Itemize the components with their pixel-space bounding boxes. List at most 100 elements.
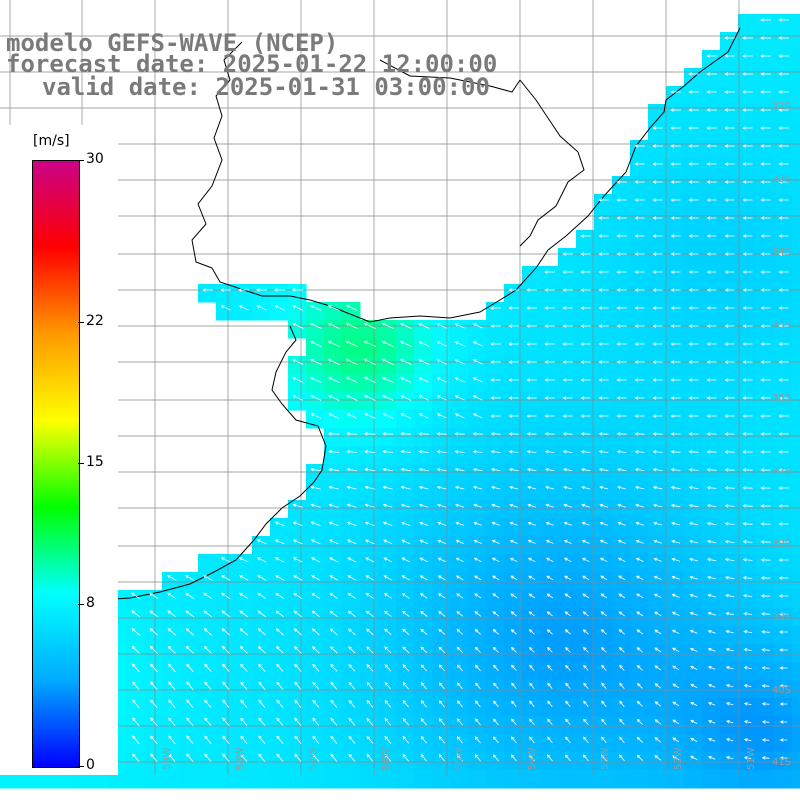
wind-speed-cell: [288, 770, 307, 789]
wind-arrow: [258, 681, 266, 691]
wind-speed-cell: [540, 410, 559, 429]
wind-arrow: [474, 664, 481, 672]
wind-arrow: [363, 394, 376, 401]
wind-arrow: [310, 521, 321, 527]
wind-arrow: [598, 414, 609, 418]
wind-arrow: [724, 360, 735, 364]
wind-speed-cell: [792, 356, 800, 375]
wind-speed-cell: [774, 536, 793, 555]
wind-arrow: [420, 736, 428, 744]
wind-arrow: [688, 180, 699, 184]
wind-speed-cell: [774, 410, 793, 429]
wind-speed-cell: [378, 320, 397, 339]
wind-arrow: [168, 717, 176, 727]
wind-speed-cell: [342, 446, 361, 465]
wind-arrow: [742, 540, 753, 544]
wind-speed-cell: [234, 734, 253, 753]
wind-arrow: [132, 717, 140, 727]
wind-arrow: [706, 396, 717, 400]
wind-arrow: [725, 647, 734, 652]
wind-arrow: [706, 360, 717, 364]
latitude-label: 35S: [772, 320, 792, 331]
wind-speed-cell: [522, 752, 541, 771]
wind-arrow: [258, 699, 266, 709]
wind-speed-cell: [450, 734, 469, 753]
wind-speed-cell: [198, 770, 217, 789]
wind-speed-cell: [720, 302, 739, 321]
wind-arrow: [330, 664, 338, 672]
wind-arrow: [670, 360, 681, 364]
wind-speed-cell: [576, 320, 595, 339]
wind-arrow: [706, 108, 717, 112]
wind-arrow: [652, 126, 663, 130]
wind-arrow: [743, 648, 752, 652]
wind-arrow: [312, 753, 320, 762]
wind-arrow: [760, 378, 771, 382]
wind-speed-cell: [774, 572, 793, 591]
wind-speed-cell: [630, 302, 649, 321]
wind-speed-cell: [666, 194, 685, 213]
wind-arrow: [328, 413, 340, 419]
wind-speed-cell: [792, 248, 800, 267]
wind-speed-cell: [684, 644, 703, 663]
wind-speed-cell: [720, 464, 739, 483]
wind-speed-cell: [648, 158, 667, 177]
wind-arrow: [778, 396, 789, 400]
wind-arrow: [742, 90, 753, 94]
wind-arrow: [761, 684, 770, 688]
wind-speed-cell: [324, 608, 343, 627]
wind-arrow: [707, 593, 716, 598]
longitude-label: 55W: [454, 747, 465, 770]
wind-speed-cell: [720, 392, 739, 411]
wind-arrow: [276, 681, 284, 690]
wind-speed-cell: [342, 410, 361, 429]
wind-speed-cell: [486, 590, 505, 609]
wind-speed-cell: [540, 680, 559, 699]
wind-speed-cell: [720, 356, 739, 375]
wind-speed-cell: [486, 428, 505, 447]
wind-speed-cell: [342, 464, 361, 483]
wind-speed-cell: [342, 608, 361, 627]
wind-speed-cell: [378, 752, 397, 771]
longitude-label: 59W: [162, 747, 173, 770]
wind-speed-cell: [396, 410, 415, 429]
wind-speed-cell: [324, 662, 343, 681]
wind-arrow: [381, 340, 394, 347]
wind-speed-cell: [774, 68, 793, 87]
wind-speed-cell: [684, 770, 703, 789]
wind-speed-cell: [234, 698, 253, 717]
wind-speed-cell: [576, 356, 595, 375]
wind-speed-cell: [612, 644, 631, 663]
wind-speed-cell: [576, 608, 595, 627]
wind-arrow: [240, 663, 248, 672]
wind-arrow: [544, 378, 555, 382]
wind-speed-cell: [342, 518, 361, 537]
wind-speed-cell: [414, 716, 433, 735]
wind-arrow: [420, 628, 428, 636]
wind-speed-cell: [576, 302, 595, 321]
wind-speed-cell: [612, 518, 631, 537]
wind-speed-cell: [684, 392, 703, 411]
wind-speed-cell: [756, 446, 775, 465]
wind-arrow: [384, 699, 392, 708]
wind-arrow: [436, 467, 447, 472]
wind-arrow: [598, 378, 609, 382]
wind-speed-cell: [774, 86, 793, 105]
wind-speed-cell: [360, 464, 379, 483]
wind-speed-cell: [252, 572, 271, 591]
wind-speed-cell: [504, 698, 523, 717]
wind-arrow: [670, 414, 681, 418]
wind-speed-cell: [684, 446, 703, 465]
wind-arrow: [472, 485, 483, 490]
wind-arrow: [472, 432, 483, 436]
wind-arrow: [707, 647, 716, 652]
wind-speed-cell: [612, 752, 631, 771]
wind-arrow: [707, 665, 716, 670]
wind-arrow: [600, 593, 608, 599]
wind-arrow: [348, 663, 356, 672]
wind-speed-cell: [324, 752, 343, 771]
longitude-label: 51W: [746, 747, 757, 770]
wind-arrow: [725, 629, 734, 634]
wind-arrow: [456, 736, 463, 744]
wind-speed-cell: [162, 752, 181, 771]
